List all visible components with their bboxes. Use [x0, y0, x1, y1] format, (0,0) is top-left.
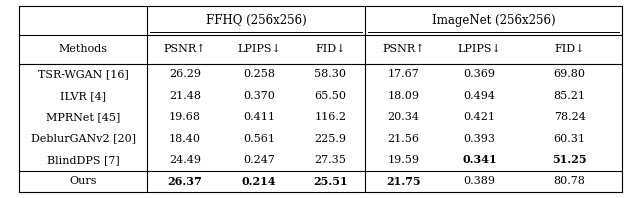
- Text: 0.561: 0.561: [243, 133, 275, 144]
- Text: 24.49: 24.49: [169, 155, 201, 165]
- Text: 69.80: 69.80: [554, 69, 586, 79]
- Text: BlindDPS [7]: BlindDPS [7]: [47, 155, 120, 165]
- Text: 26.37: 26.37: [168, 176, 202, 187]
- Text: 0.341: 0.341: [462, 154, 497, 166]
- Text: 58.30: 58.30: [314, 69, 346, 79]
- Text: 60.31: 60.31: [554, 133, 586, 144]
- Text: 0.389: 0.389: [463, 176, 495, 186]
- Text: 19.59: 19.59: [387, 155, 419, 165]
- Text: 80.78: 80.78: [554, 176, 586, 186]
- Text: Methods: Methods: [59, 44, 108, 54]
- Text: LPIPS↓: LPIPS↓: [458, 44, 501, 54]
- Text: FFHQ (256x256): FFHQ (256x256): [205, 14, 307, 27]
- Text: 21.56: 21.56: [387, 133, 419, 144]
- Text: 21.48: 21.48: [169, 91, 201, 101]
- Text: 25.51: 25.51: [313, 176, 348, 187]
- Text: 0.411: 0.411: [243, 112, 275, 122]
- Text: 225.9: 225.9: [314, 133, 346, 144]
- Text: 0.369: 0.369: [463, 69, 495, 79]
- Text: 18.40: 18.40: [169, 133, 201, 144]
- Text: 65.50: 65.50: [314, 91, 346, 101]
- Text: TSR-WGAN [16]: TSR-WGAN [16]: [38, 69, 129, 79]
- Text: LPIPS↓: LPIPS↓: [237, 44, 281, 54]
- Text: 18.09: 18.09: [387, 91, 419, 101]
- Text: 116.2: 116.2: [314, 112, 346, 122]
- Text: ImageNet (256x256): ImageNet (256x256): [431, 14, 556, 27]
- Text: 0.421: 0.421: [463, 112, 495, 122]
- Text: 20.34: 20.34: [387, 112, 419, 122]
- Text: 78.24: 78.24: [554, 112, 586, 122]
- Text: FID↓: FID↓: [554, 44, 585, 54]
- Text: ILVR [4]: ILVR [4]: [60, 91, 106, 101]
- Text: 26.29: 26.29: [169, 69, 201, 79]
- Text: PSNR↑: PSNR↑: [164, 44, 206, 54]
- Text: 0.393: 0.393: [463, 133, 495, 144]
- Text: PSNR↑: PSNR↑: [382, 44, 424, 54]
- Text: FID↓: FID↓: [315, 44, 346, 54]
- Text: 21.75: 21.75: [386, 176, 420, 187]
- Text: DeblurGANv2 [20]: DeblurGANv2 [20]: [31, 133, 136, 144]
- Text: 0.258: 0.258: [243, 69, 275, 79]
- Text: 0.494: 0.494: [463, 91, 495, 101]
- Text: 19.68: 19.68: [169, 112, 201, 122]
- Text: 0.214: 0.214: [242, 176, 276, 187]
- Text: MPRNet [45]: MPRNet [45]: [46, 112, 120, 122]
- Text: 27.35: 27.35: [314, 155, 346, 165]
- Text: 17.67: 17.67: [387, 69, 419, 79]
- Text: 51.25: 51.25: [552, 154, 587, 166]
- Text: 0.370: 0.370: [243, 91, 275, 101]
- Text: Ours: Ours: [70, 176, 97, 186]
- Text: 85.21: 85.21: [554, 91, 586, 101]
- Text: 0.247: 0.247: [243, 155, 275, 165]
